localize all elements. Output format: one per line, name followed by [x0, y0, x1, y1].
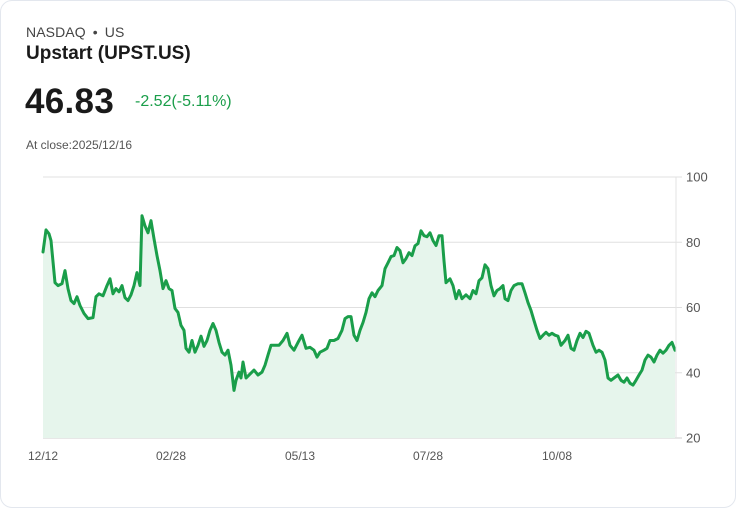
market-name: US [104, 24, 125, 40]
x-tick-label: 10/08 [542, 449, 572, 463]
stock-price: 46.83 [25, 82, 115, 121]
separator-dot: • [92, 24, 98, 40]
x-tick-label: 12/12 [28, 449, 58, 463]
y-tick-label: 60 [686, 300, 700, 315]
y-axis-ticks: 100 80 60 40 20 [686, 170, 708, 446]
x-axis-ticks: 12/12 02/28 05/13 07/28 10/08 [28, 449, 572, 463]
chart-area-fill [43, 215, 675, 438]
exchange-name: NASDAQ [26, 24, 86, 40]
y-tick-label: 80 [686, 235, 700, 250]
exchange-line: NASDAQ • US [26, 24, 124, 40]
y-tick-label: 20 [686, 431, 700, 446]
x-tick-label: 07/28 [413, 449, 443, 463]
y-tick-label: 40 [686, 365, 700, 380]
stock-title: Upstart (UPST.US) [26, 43, 191, 64]
x-tick-label: 05/13 [285, 449, 315, 463]
price-change: -2.52(-5.11%) [135, 93, 232, 110]
close-date: At close:2025/12/16 [26, 138, 133, 152]
chart-price-line [41, 214, 677, 392]
y-tick-label: 100 [686, 170, 708, 185]
x-tick-label: 02/28 [156, 449, 186, 463]
